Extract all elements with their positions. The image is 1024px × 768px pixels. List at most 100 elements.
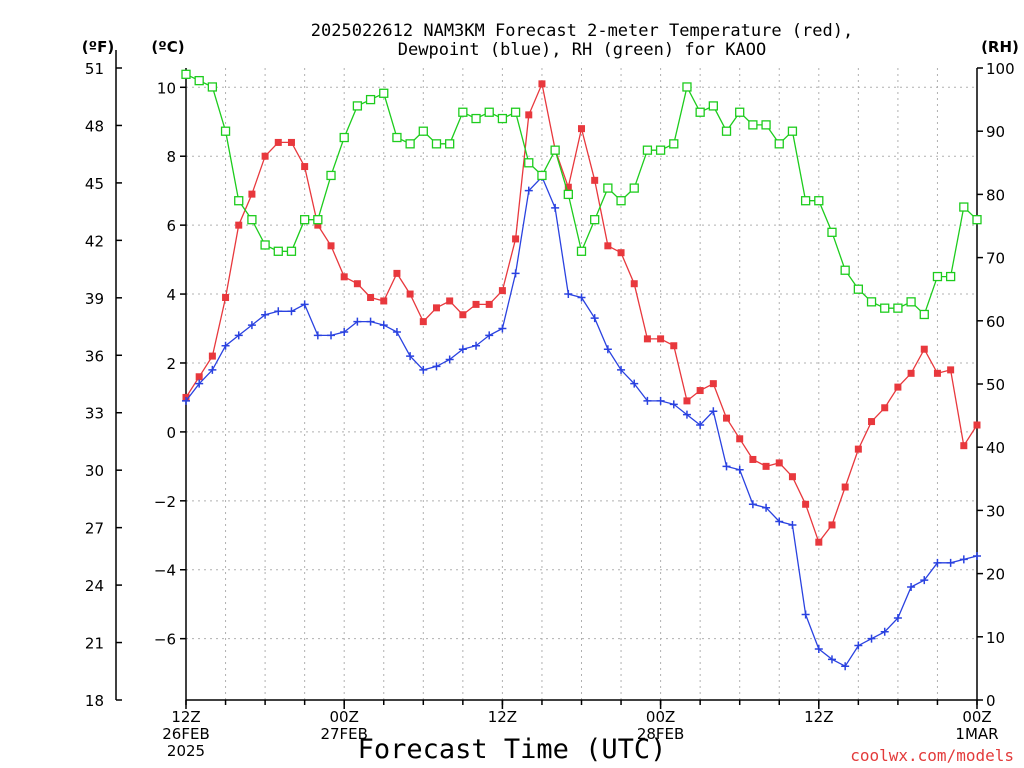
rh-point-44 bbox=[761, 120, 771, 130]
temperature-point-49 bbox=[828, 521, 836, 529]
rh-point-56 bbox=[919, 309, 929, 320]
dewpoint-point-57 bbox=[933, 558, 942, 567]
rh-point-48 bbox=[814, 196, 824, 206]
watermark: coolwx.com/models bbox=[850, 746, 1014, 765]
rh-point-17 bbox=[405, 139, 415, 149]
fahrenheit-tick-label-7: 30 bbox=[85, 462, 104, 480]
celsius-tick-label-3: 4 bbox=[166, 286, 176, 304]
dewpoint-point-32 bbox=[603, 345, 612, 354]
temperature-point-41 bbox=[723, 414, 731, 422]
dewpoint-point-39 bbox=[696, 421, 705, 430]
dewpoint-point-6 bbox=[261, 310, 270, 319]
temperature-point-26 bbox=[525, 111, 533, 119]
dewpoint-point-19 bbox=[432, 362, 441, 371]
x-axis-label: Forecast Time (UTC) bbox=[358, 734, 667, 765]
temperature-point-22 bbox=[472, 300, 480, 308]
dewpoint-point-3 bbox=[221, 341, 230, 350]
dewpoint-point-50 bbox=[841, 662, 850, 671]
rh-tick-label-4: 60 bbox=[986, 313, 1005, 331]
rh-tick-label-6: 40 bbox=[986, 439, 1005, 457]
x-tick-label-5-line-0: 00Z bbox=[962, 708, 991, 726]
dewpoint-point-51 bbox=[854, 641, 863, 650]
fahrenheit-tick-label-2: 45 bbox=[85, 175, 104, 193]
fahrenheit-tick-label-4: 39 bbox=[85, 290, 104, 308]
dewpoint-point-20 bbox=[445, 355, 454, 364]
temperature-point-54 bbox=[894, 383, 902, 391]
rh-point-41 bbox=[721, 126, 732, 136]
dewpoint-point-21 bbox=[458, 345, 467, 354]
dewpoint-point-33 bbox=[617, 365, 626, 374]
rh-point-36 bbox=[655, 145, 666, 155]
dewpoint-point-24 bbox=[498, 324, 507, 333]
temperature-point-18 bbox=[419, 318, 427, 326]
rh-point-50 bbox=[840, 265, 850, 275]
rh-tick-label-5: 50 bbox=[986, 376, 1005, 394]
dewpoint-point-35 bbox=[643, 396, 652, 405]
temperature-point-10 bbox=[314, 221, 322, 229]
dewpoint-point-17 bbox=[406, 352, 415, 361]
rh-tick-label-8: 20 bbox=[986, 566, 1005, 584]
temperature-point-25 bbox=[512, 235, 520, 243]
temperature-point-55 bbox=[907, 369, 915, 377]
temperature-point-58 bbox=[947, 366, 955, 374]
fahrenheit-tick-label-3: 42 bbox=[85, 232, 104, 250]
dewpoint-point-7 bbox=[274, 307, 283, 316]
dewpoint-point-47 bbox=[801, 610, 810, 619]
temperature-point-37 bbox=[670, 342, 678, 350]
temperature-point-50 bbox=[841, 483, 849, 491]
x-tick-label-1-line-1: 27FEB bbox=[320, 725, 367, 743]
rh-point-6 bbox=[260, 240, 270, 250]
dewpoint-point-46 bbox=[788, 520, 797, 529]
rh-tick-label-7: 30 bbox=[986, 502, 1005, 520]
rh-point-32 bbox=[603, 183, 613, 193]
celsius-tick-label-2: 6 bbox=[166, 217, 176, 235]
temperature-point-12 bbox=[340, 273, 348, 281]
temperature-point-15 bbox=[380, 297, 388, 305]
rh-tick-label-9: 10 bbox=[986, 629, 1005, 647]
temperature-point-34 bbox=[630, 280, 638, 288]
x-tick-label-0-line-1: 26FEB bbox=[162, 725, 209, 743]
temperature-series bbox=[182, 80, 981, 546]
dewpoint-point-42 bbox=[735, 465, 744, 474]
rh-point-31 bbox=[590, 215, 600, 225]
dewpoint-point-44 bbox=[762, 503, 771, 512]
rh-tick-label-2: 80 bbox=[986, 186, 1005, 204]
rh-point-13 bbox=[352, 101, 363, 111]
rh-point-34 bbox=[629, 183, 639, 193]
dewpoint-point-5 bbox=[247, 321, 256, 330]
dewpoint-point-26 bbox=[524, 186, 533, 195]
rh-point-21 bbox=[458, 107, 468, 117]
rh-point-33 bbox=[616, 196, 626, 206]
temperature-point-19 bbox=[432, 304, 440, 312]
temperature-point-46 bbox=[788, 473, 796, 481]
rh-point-26 bbox=[524, 158, 534, 168]
dewpoint-point-34 bbox=[630, 379, 639, 388]
rh-point-52 bbox=[866, 297, 877, 307]
temperature-point-9 bbox=[301, 163, 309, 171]
rh-point-55 bbox=[906, 297, 916, 307]
dewpoint-point-29 bbox=[564, 290, 573, 299]
temperature-point-4 bbox=[235, 221, 243, 229]
rh-point-22 bbox=[471, 113, 481, 124]
temperature-point-47 bbox=[802, 500, 810, 508]
temperature-point-48 bbox=[815, 538, 823, 546]
dewpoint-point-1 bbox=[195, 379, 204, 388]
celsius-tick-label-6: −2 bbox=[154, 493, 176, 511]
temperature-point-3 bbox=[222, 294, 230, 302]
rh-point-28 bbox=[550, 145, 560, 155]
fahrenheit-unit-label: (ºF) bbox=[82, 38, 114, 56]
temperature-point-23 bbox=[485, 300, 493, 308]
rh-point-46 bbox=[787, 126, 798, 136]
dewpoint-point-48 bbox=[814, 644, 823, 653]
rh-point-24 bbox=[497, 113, 508, 124]
dewpoint-point-38 bbox=[682, 410, 691, 419]
rh-point-12 bbox=[339, 132, 349, 143]
dewpoint-point-18 bbox=[419, 365, 428, 374]
celsius-tick-label-4: 2 bbox=[166, 355, 176, 373]
dewpoint-point-53 bbox=[880, 627, 889, 636]
dewpoint-point-2 bbox=[208, 365, 217, 374]
x-tick-label-3-line-0: 00Z bbox=[646, 708, 675, 726]
celsius-tick-label-5: 0 bbox=[166, 424, 176, 442]
dewpoint-point-28 bbox=[551, 203, 560, 212]
rh-point-7 bbox=[273, 246, 283, 256]
